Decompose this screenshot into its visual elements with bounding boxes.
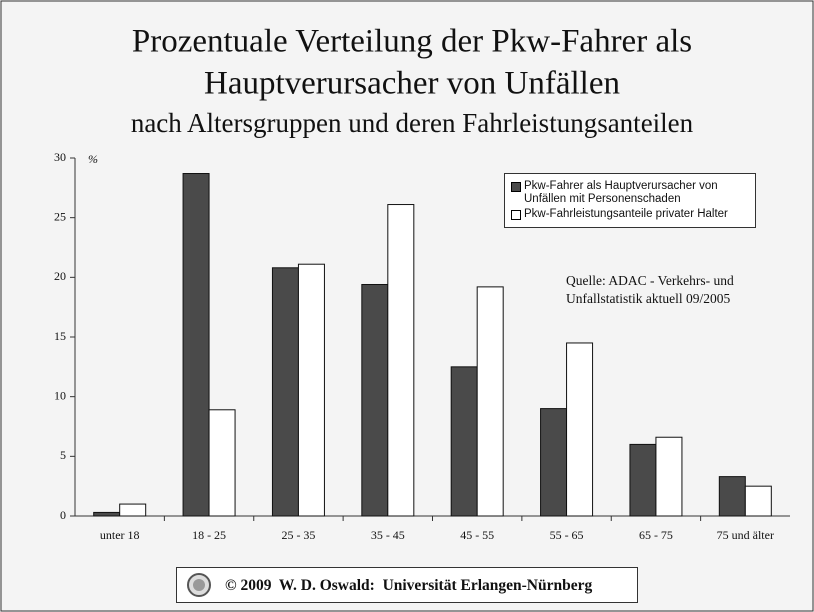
bar [182,173,210,517]
chart-title: Prozentuale Verteilung der Pkw-Fahrer al… [132,24,692,60]
footer-text: © 2009 W. D. Oswald: Universität Erlange… [225,577,593,594]
bar [566,342,594,517]
x-tick-label: 55 - 65 [550,528,584,542]
bar [744,485,772,517]
y-tick-label: 20 [54,269,66,283]
y-tick-label: 10 [54,388,66,402]
x-tick-label: 45 - 55 [460,528,494,542]
annotation: Quelle: ADAC - Verkehrs- und Unfallstati… [566,273,734,306]
x-tick-label: 75 und älter [717,528,774,542]
y-tick-label: 5 [60,448,66,462]
bar [476,286,504,517]
y-tick-label: 25 [54,209,66,223]
logo [187,573,211,597]
chart-subtitle: nach Altersgruppen und deren Fahrleistun… [131,108,694,138]
bar [718,476,746,517]
y-tick-label: 30 [54,150,66,164]
x-tick-label: 25 - 35 [281,528,315,542]
legend: Pkw-Fahrer als Hauptverursacher von Unfä… [504,173,756,228]
bar [655,436,683,517]
x-tick-label: 65 - 75 [639,528,673,542]
bar [629,443,657,517]
bar [119,503,147,517]
bar [387,204,415,517]
chart-title: Hauptverursacher von Unfällen [204,66,620,102]
bar [93,511,121,517]
legend-swatch [511,182,521,192]
legend-label: Pkw-Fahrleistungsanteile privater Halter [524,208,728,220]
x-tick-label: 18 - 25 [192,528,226,542]
bar [271,267,299,517]
bar [297,263,325,517]
x-tick-label: unter 18 [100,528,140,542]
y-axis-label: % [88,152,98,166]
bar [540,408,568,517]
legend-label: Pkw-Fahrer als Hauptverursacher von Unfä… [524,180,718,205]
bar [361,283,389,517]
bar [450,366,478,517]
x-tick-label: 35 - 45 [371,528,405,542]
footer: © 2009 W. D. Oswald: Universität Erlange… [176,567,638,603]
bar [208,409,236,517]
legend-item: Pkw-Fahrleistungsanteile privater Halter [511,208,749,221]
legend-swatch [511,210,521,220]
legend-item: Pkw-Fahrer als Hauptverursacher von Unfä… [511,180,749,206]
y-tick-label: 0 [60,508,66,522]
y-tick-label: 15 [54,329,66,343]
